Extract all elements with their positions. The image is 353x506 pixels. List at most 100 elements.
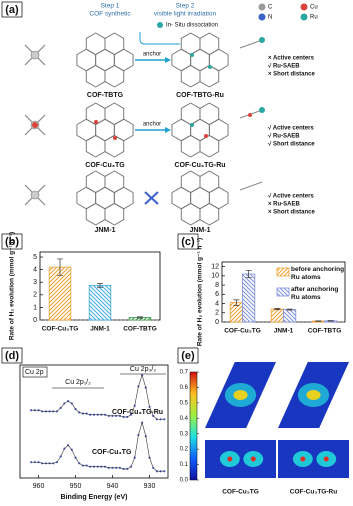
legend-swatch xyxy=(300,3,308,11)
cu-atom xyxy=(94,120,98,124)
ru-atom xyxy=(208,65,212,69)
x-axis-label: Binding Energy (eV) xyxy=(61,494,128,501)
error-bar xyxy=(57,258,63,276)
legend-swatch xyxy=(258,13,266,21)
ru-icon xyxy=(157,22,163,28)
dissociation-text: In- Situ dissociation xyxy=(166,23,218,29)
density-map xyxy=(205,440,276,478)
legend-entry: before anchoring Ru atoms xyxy=(291,266,345,281)
label-box xyxy=(1,1,23,18)
legend-swatch xyxy=(258,3,266,11)
density-blob xyxy=(300,456,306,462)
bullet: √ Short distance xyxy=(268,141,315,148)
y-tick-label: 2 xyxy=(33,292,37,299)
arrow-head xyxy=(165,57,171,63)
colorbar xyxy=(189,371,198,481)
cof-structure xyxy=(76,102,134,158)
plot-frame xyxy=(19,364,169,479)
panel-label: (a) xyxy=(5,4,19,16)
structure-name: COF-TBTG-Ru xyxy=(176,92,224,99)
legend-entry: after anchoring Ru atoms xyxy=(291,286,339,301)
colorbar-label: 0.5 xyxy=(180,400,189,406)
legend-swatch xyxy=(300,13,308,21)
legend-label: C xyxy=(268,5,273,11)
fragment xyxy=(239,181,263,191)
x-tick-label: COF-TBTG xyxy=(123,326,157,333)
cu-atom xyxy=(248,113,252,117)
monomer xyxy=(24,184,46,206)
cof-structure xyxy=(76,170,134,226)
ru-atom xyxy=(259,37,265,43)
map-label: COF-Cu₃TG-Ru xyxy=(290,489,337,496)
error-bar xyxy=(245,269,252,279)
x-tick-label: COF-TBTG xyxy=(308,328,342,335)
error-bar xyxy=(286,308,293,311)
structure-name: JNM-1 xyxy=(189,227,210,234)
label-box xyxy=(1,233,23,250)
error-bar xyxy=(137,316,143,319)
label-box xyxy=(177,347,199,364)
bullet: × Short distance xyxy=(268,210,316,216)
legend-label: N xyxy=(268,15,272,21)
arrow-head xyxy=(165,127,171,133)
error-bar xyxy=(97,283,103,288)
y-tick-label: 1 xyxy=(33,304,37,311)
cu-atom xyxy=(32,122,38,128)
legend-label: Cu xyxy=(310,5,318,11)
legend-swatch xyxy=(276,267,290,277)
panel-label: (e) xyxy=(181,350,195,362)
x-tick-label: COF-Cu₃TG xyxy=(42,326,79,333)
density-map xyxy=(278,440,349,478)
x-tick-label: JNM-1 xyxy=(274,328,294,335)
y-tick-label: 2 xyxy=(215,310,219,317)
ru-atom xyxy=(190,123,194,127)
bullet: √ Ru-SAEB xyxy=(268,63,300,70)
cu-atom xyxy=(113,136,117,140)
density-blob xyxy=(233,390,248,400)
bullet: × Active centers xyxy=(268,56,315,62)
bar xyxy=(242,273,256,323)
colorbar-label: 0.0 xyxy=(180,478,189,484)
bullet: × Ru-SAEB xyxy=(268,202,301,208)
error-bar xyxy=(274,308,281,311)
anchor-label: anchor xyxy=(143,122,161,128)
bar xyxy=(88,284,112,321)
density-blob xyxy=(306,390,321,400)
bullet: × Short distance xyxy=(268,72,316,78)
step-title: Step 2 xyxy=(176,3,195,10)
density-blob xyxy=(250,456,256,462)
colorbar-label: 0.1 xyxy=(180,462,189,468)
structure-name: COF-Cu₃TG xyxy=(85,162,125,169)
annotation: Cu 2p₃/₂ xyxy=(130,366,156,373)
colorbar-label: 0.4 xyxy=(180,416,189,422)
legend-label: after anchoring Ru atoms xyxy=(291,286,339,301)
y-tick-label: 10 xyxy=(211,273,219,280)
structure-name: COF-Cu₃TG-Ru xyxy=(174,162,225,169)
y-tick-label: 4 xyxy=(215,300,219,307)
bullet: √ Ru-SAEB xyxy=(268,133,300,140)
label-box xyxy=(1,347,23,364)
scheme: Step 1 COF synthetic Step 2 visible ligh… xyxy=(24,3,265,234)
cross xyxy=(144,191,159,205)
y-tick-label: 6 xyxy=(215,291,219,298)
cu-atom xyxy=(204,134,208,138)
bullet: √ Active centers xyxy=(268,193,314,200)
series-label: COF-Cu₃TG xyxy=(92,449,132,456)
y-tick-label: 5 xyxy=(33,254,37,261)
ru-atom xyxy=(259,107,265,113)
colorbar-label: 0.6 xyxy=(180,385,189,391)
series-label: COF-Cu₃TG-Ru xyxy=(112,409,163,416)
structure-name: JNM-1 xyxy=(94,227,115,234)
x-tick-label: 960 xyxy=(33,483,45,490)
annotation: Cu 2p xyxy=(25,369,44,376)
cof-structure xyxy=(171,170,229,226)
bar xyxy=(270,308,284,323)
panel-label: (b) xyxy=(5,236,19,248)
error-bar xyxy=(233,299,240,306)
y-tick-label: 8 xyxy=(215,282,219,289)
x-tick-label: 950 xyxy=(70,483,82,490)
legend-label: before anchoring Ru atoms xyxy=(291,266,345,281)
y-axis-label: Rate of H₂ evolution (mmol g⁻¹ h⁻¹) xyxy=(9,232,16,340)
